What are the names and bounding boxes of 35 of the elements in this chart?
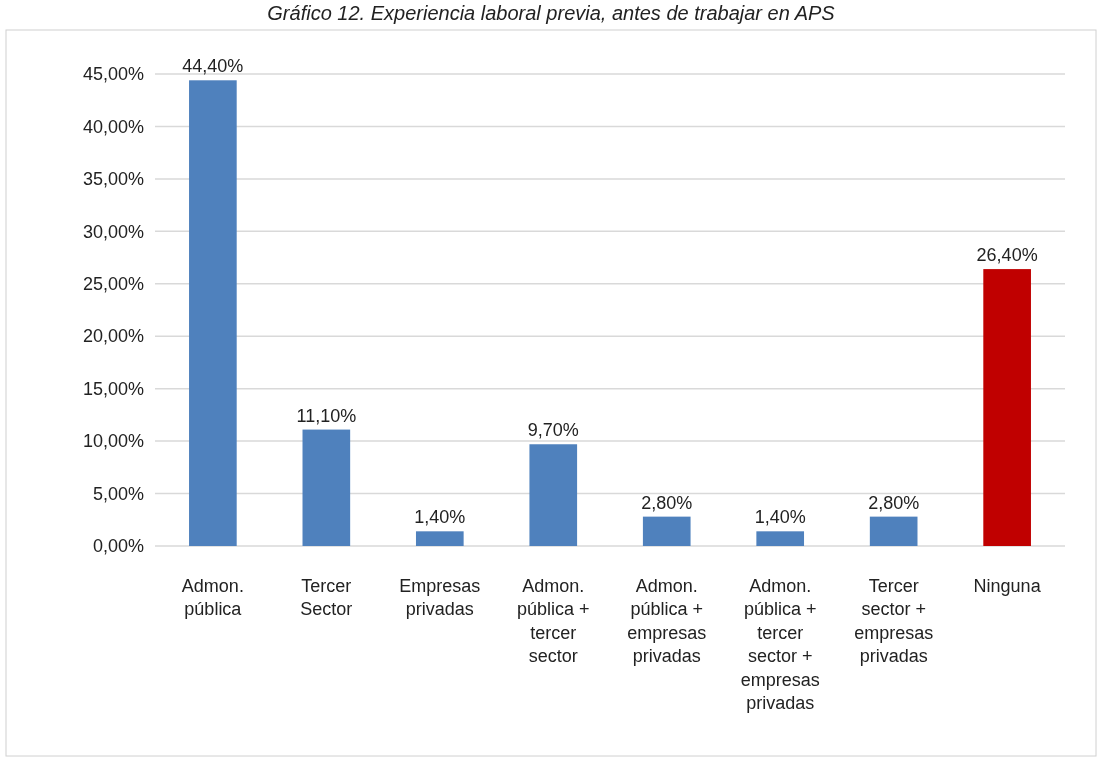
y-tick-label: 5,00% [92, 483, 144, 504]
x-tick-label: Admon. pública + tercer sector + empresas privadas [740, 576, 820, 713]
data-label: 2,80% [641, 492, 693, 513]
x-tick-label: Admon. pública + empresas privadas [627, 576, 707, 667]
bar [189, 80, 237, 546]
data-label: 9,70% [527, 420, 579, 441]
bar [642, 516, 691, 546]
bar [415, 531, 464, 546]
data-label: 1,40% [754, 507, 806, 528]
data-label: 1,40% [414, 507, 466, 528]
data-label: 26,40% [976, 245, 1038, 266]
data-label: 44,40% [182, 56, 244, 77]
bar [869, 516, 918, 546]
y-tick-label: 25,00% [82, 274, 144, 295]
x-tick-label: Admon. pública [181, 576, 244, 620]
y-tick-label: 30,00% [82, 221, 144, 242]
y-tick-label: 10,00% [82, 431, 144, 452]
y-tick-label: 40,00% [82, 116, 144, 137]
x-tick-label: Admon. pública + tercer sector [516, 576, 590, 667]
bar [983, 269, 1031, 546]
y-tick-label: 45,00% [82, 64, 144, 85]
y-tick-label: 0,00% [92, 536, 144, 557]
data-label: 11,10% [296, 405, 357, 426]
bar [529, 444, 578, 546]
data-label: 2,80% [868, 492, 920, 513]
x-tick-label: Ninguna [973, 576, 1042, 596]
bar [756, 531, 805, 546]
x-tick-label: Tercer Sector [300, 576, 353, 620]
chart-title: Gráfico 12. Experiencia laboral previa, antes de trabajar en APS [267, 2, 836, 24]
bar [302, 429, 351, 546]
y-tick-label: 15,00% [82, 378, 144, 399]
y-tick-label: 20,00% [82, 326, 144, 347]
y-tick-label: 35,00% [82, 169, 144, 190]
x-tick-label: Tercer sector + empresas privadas [854, 576, 934, 667]
x-tick-label: Empresas privadas [399, 576, 481, 620]
